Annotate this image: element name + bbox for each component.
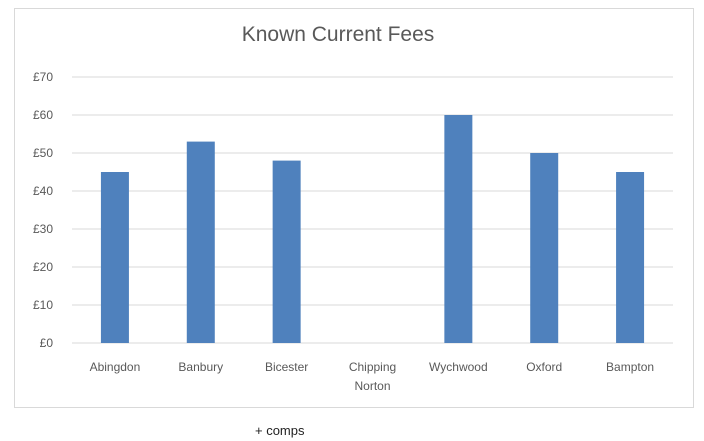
x-tick-label: Chipping Norton bbox=[349, 360, 396, 393]
bar bbox=[616, 172, 645, 343]
y-tick-label: £50 bbox=[33, 146, 53, 160]
x-tick-label: Bicester bbox=[265, 360, 308, 374]
y-tick-label: £40 bbox=[33, 184, 53, 198]
bar bbox=[530, 153, 559, 343]
x-tick-label-line: Bampton bbox=[606, 360, 654, 374]
x-tick-label-line: Bicester bbox=[265, 360, 308, 374]
x-tick-label: Wychwood bbox=[429, 360, 488, 374]
chart-frame: Known Current Fees £0 £10 £20 £30 £40 £50 £60 £… bbox=[14, 8, 694, 408]
x-tick-label-line: Banbury bbox=[178, 360, 223, 374]
x-tick-label-line: Chipping bbox=[349, 360, 396, 374]
x-tick-label: Abingdon bbox=[90, 360, 141, 374]
x-tick-label-line: Norton bbox=[354, 379, 390, 393]
y-tick-label: £60 bbox=[33, 108, 53, 122]
bar bbox=[444, 115, 473, 343]
bar bbox=[100, 172, 129, 343]
footnote: + comps bbox=[255, 423, 305, 438]
x-tick-label: Oxford bbox=[526, 360, 562, 374]
chart-title: Known Current Fees bbox=[242, 23, 435, 46]
y-axis: £0 £10 £20 £30 £40 £50 £60 £70 bbox=[33, 70, 53, 350]
bars bbox=[100, 115, 645, 343]
y-tick-label: £20 bbox=[33, 260, 53, 274]
bar-chart: Known Current Fees £0£10£20£30£40£50£60£… bbox=[33, 23, 673, 393]
y-tick-label: £10 bbox=[33, 298, 53, 312]
y-tick-label: £70 bbox=[33, 70, 53, 84]
y-tick-label: £0 bbox=[40, 336, 54, 350]
y-tick-label: £30 bbox=[33, 222, 53, 236]
bar bbox=[272, 160, 301, 343]
x-axis: Abingdon Banbury Bicester Chipping Norton Wyc… bbox=[90, 360, 655, 393]
x-tick-label-line: Oxford bbox=[526, 360, 562, 374]
bar bbox=[186, 141, 215, 343]
x-tick-label-line: Wychwood bbox=[429, 360, 488, 374]
x-tick-label-line: Abingdon bbox=[90, 360, 141, 374]
gridlines bbox=[72, 76, 673, 344]
x-tick-label: Banbury bbox=[178, 360, 223, 374]
x-tick-label: Bampton bbox=[606, 360, 654, 374]
